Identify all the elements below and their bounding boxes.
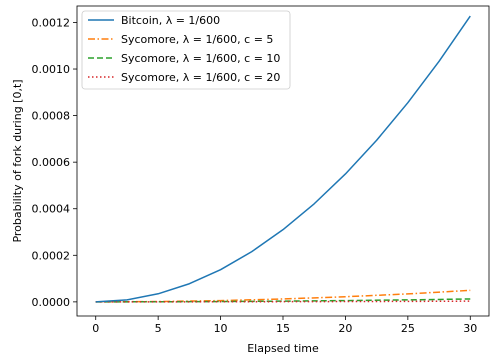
legend-label-1: Bitcoin, λ = 1/600 — [121, 14, 220, 27]
y-tick-label: 0.0006 — [32, 156, 71, 169]
legend-label-2: Sycomore, λ = 1/600, c = 5 — [121, 33, 273, 46]
y-tick-label: 0.0010 — [32, 63, 71, 76]
y-tick-label: 0.0000 — [32, 296, 71, 309]
y-axis: 0.0000 0.0002 0.0004 0.0006 0.0008 0.0010 0.00… — [32, 16, 77, 309]
x-tick-label: 25 — [401, 322, 415, 335]
y-tick-label: 0.0008 — [32, 110, 71, 123]
x-tick-label: 0 — [92, 322, 99, 335]
x-tick-label: 15 — [276, 322, 290, 335]
y-tick-label: 0.0002 — [32, 249, 71, 262]
y-tick-label: 0.0012 — [32, 16, 71, 29]
y-axis-label: Probability of fork during [0,t] — [11, 79, 24, 242]
x-tick-label: 20 — [338, 322, 352, 335]
x-tick-label: 5 — [155, 322, 162, 335]
series-line-2 — [95, 289, 471, 303]
x-tick-label: 30 — [463, 322, 477, 335]
legend-label-3: Sycomore, λ = 1/600, c = 10 — [121, 52, 280, 65]
y-tick-label: 0.0004 — [32, 203, 71, 216]
legend: Bitcoin, λ = 1/600 Sycomore, λ = 1/600, c… — [81, 10, 291, 90]
legend-label-4: Sycomore, λ = 1/600, c = 20 — [121, 71, 280, 84]
x-axis: 0 5 10 15 20 25 30 — [92, 316, 477, 335]
series-layer — [95, 15, 471, 303]
x-tick-label: 10 — [214, 322, 228, 335]
series-line-4 — [95, 300, 471, 303]
x-axis-label: Elapsed time — [247, 342, 319, 355]
legend-box — [81, 10, 291, 90]
series-line-1 — [95, 15, 471, 303]
